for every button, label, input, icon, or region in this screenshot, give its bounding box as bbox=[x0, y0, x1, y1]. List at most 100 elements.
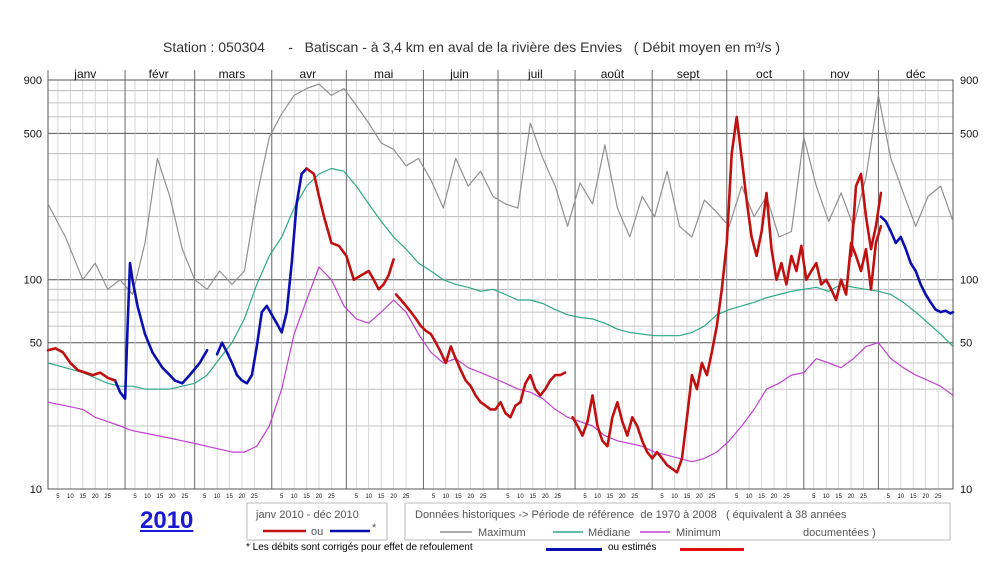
day-tick-label: 15 bbox=[910, 494, 917, 500]
day-tick-label: 15 bbox=[455, 494, 462, 500]
day-tick-label: 25 bbox=[181, 494, 188, 500]
day-tick-label: 25 bbox=[860, 494, 867, 500]
day-tick-label: 10 bbox=[214, 494, 221, 500]
day-tick-label: 20 bbox=[696, 494, 703, 500]
day-tick-label: 25 bbox=[708, 494, 715, 500]
month-label: févr bbox=[149, 67, 169, 81]
legend-ou-text: ou bbox=[311, 526, 323, 538]
day-tick-label: 20 bbox=[92, 494, 99, 500]
day-tick-label: 5 bbox=[506, 494, 510, 500]
day-tick-label: 20 bbox=[239, 494, 246, 500]
year-link[interactable]: 2010 bbox=[140, 507, 194, 534]
month-label: août bbox=[601, 67, 625, 81]
plot-border bbox=[47, 79, 954, 490]
legend-maximum-text: Maximum bbox=[478, 527, 526, 539]
month-labels: janv févr mars avr mai juin juil août sept oct nov… bbox=[73, 67, 925, 81]
day-tick-label: 20 bbox=[169, 494, 176, 500]
day-tick-label: 5 bbox=[56, 494, 60, 500]
day-tick-label: 15 bbox=[79, 494, 86, 500]
day-tick-label: 25 bbox=[631, 494, 638, 500]
day-tick-label: 5 bbox=[133, 494, 137, 500]
day-tick-labels: 5 10 15 20 25 5 10 15 20 25 5 10 15 20 25 5 10 15 20 25 5 10 1… bbox=[56, 494, 942, 500]
series-lines bbox=[46, 83, 955, 474]
month-label: oct bbox=[756, 67, 773, 81]
month-label: janv bbox=[73, 67, 96, 81]
day-tick-label: 10 bbox=[823, 494, 830, 500]
day-tick-label: 20 bbox=[467, 494, 474, 500]
legend-historic-text: Données historiques -> Période de référe… bbox=[415, 509, 847, 521]
day-tick-label: 15 bbox=[835, 494, 842, 500]
day-tick-label: 5 bbox=[812, 494, 816, 500]
month-label: sept bbox=[677, 67, 700, 81]
day-tick-label: 10 bbox=[442, 494, 449, 500]
footnote-corrected-line bbox=[546, 548, 602, 551]
day-tick-label: 25 bbox=[104, 494, 111, 500]
footnote-text: * Les débits sont corrigés pour effet de… bbox=[246, 542, 473, 553]
day-tick-label: 25 bbox=[251, 494, 258, 500]
day-tick-label: 10 bbox=[594, 494, 601, 500]
day-tick-label: 10 bbox=[67, 494, 74, 500]
y-tick-label: 100 bbox=[24, 275, 42, 287]
day-tick-label: 10 bbox=[517, 494, 524, 500]
day-tick-label: 20 bbox=[619, 494, 626, 500]
y-tick-label: 500 bbox=[24, 128, 42, 140]
plot-frame bbox=[47, 79, 954, 490]
series-estime-line bbox=[571, 115, 883, 474]
day-tick-label: 20 bbox=[390, 494, 397, 500]
day-tick-label: 25 bbox=[480, 494, 487, 500]
series-estime-line bbox=[394, 293, 522, 419]
series-corrige-line bbox=[879, 215, 955, 315]
day-tick-label: 5 bbox=[432, 494, 436, 500]
month-label: juil bbox=[527, 67, 543, 81]
legend-star-text: * bbox=[372, 522, 377, 534]
day-tick-label: 25 bbox=[935, 494, 942, 500]
legend-historic-box: Données historiques -> Période de référe… bbox=[404, 502, 951, 541]
day-tick-label: 25 bbox=[554, 494, 561, 500]
day-tick-label: 25 bbox=[783, 494, 790, 500]
day-tick-label: 25 bbox=[403, 494, 410, 500]
day-tick-label: 5 bbox=[887, 494, 891, 500]
y-tick-label: 900 bbox=[960, 75, 978, 87]
series-estime-line bbox=[519, 371, 567, 404]
y-tick-label: 500 bbox=[960, 128, 978, 140]
day-tick-label: 15 bbox=[226, 494, 233, 500]
month-label: avr bbox=[299, 67, 316, 81]
day-tick-label: 15 bbox=[607, 494, 614, 500]
day-tick-label: 5 bbox=[203, 494, 207, 500]
y-tick-label: 50 bbox=[30, 338, 42, 350]
day-tick-label: 15 bbox=[529, 494, 536, 500]
day-tick-label: 10 bbox=[746, 494, 753, 500]
day-tick-label: 10 bbox=[291, 494, 298, 500]
day-tick-label: 20 bbox=[922, 494, 929, 500]
day-tick-label: 5 bbox=[280, 494, 284, 500]
legend-period-box: janv 2010 - déc 2010 ou * bbox=[246, 502, 388, 541]
legend-mediane-text: Médiane bbox=[588, 527, 630, 539]
day-tick-label: 15 bbox=[378, 494, 385, 500]
day-tick-label: 10 bbox=[144, 494, 151, 500]
legend-minimum-text: Minimum bbox=[676, 527, 721, 539]
chart-title: Station : 050304 - Batiscan - à 3,4 km e… bbox=[163, 39, 780, 55]
day-tick-label: 15 bbox=[684, 494, 691, 500]
day-tick-label: 15 bbox=[758, 494, 765, 500]
day-tick-label: 5 bbox=[660, 494, 664, 500]
day-tick-label: 10 bbox=[365, 494, 372, 500]
day-tick-label: 15 bbox=[157, 494, 164, 500]
y-axis-right: 10 50 100 500 900 bbox=[960, 75, 978, 496]
series-maximum-line bbox=[47, 83, 954, 296]
month-label: mai bbox=[374, 67, 393, 81]
month-label: nov bbox=[830, 67, 849, 81]
day-tick-label: 5 bbox=[355, 494, 359, 500]
grid-lines bbox=[47, 70, 953, 490]
y-tick-label: 50 bbox=[960, 338, 972, 350]
day-tick-label: 5 bbox=[735, 494, 739, 500]
month-label: déc bbox=[906, 67, 925, 81]
day-tick-label: 15 bbox=[303, 494, 310, 500]
legend-period-text: janv 2010 - déc 2010 bbox=[255, 509, 359, 521]
footnote-estimated-text: ou estimés bbox=[608, 542, 657, 553]
series-estime-line bbox=[46, 347, 117, 382]
month-label: mars bbox=[219, 67, 246, 81]
day-tick-label: 20 bbox=[316, 494, 323, 500]
day-tick-label: 20 bbox=[771, 494, 778, 500]
footnote-estimated-line bbox=[680, 548, 744, 551]
